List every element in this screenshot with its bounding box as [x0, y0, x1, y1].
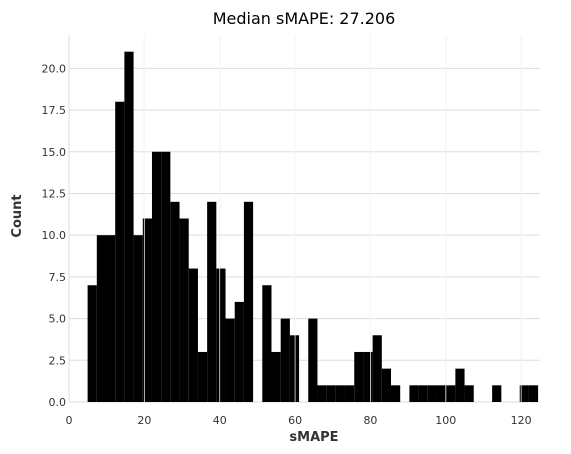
histogram-bar: [317, 385, 327, 402]
histogram-bar: [372, 335, 382, 402]
histogram-bar: [161, 151, 171, 402]
x-tick-label: 20: [137, 414, 151, 427]
histogram-bar: [207, 201, 217, 402]
x-tick-labels: 0 20 40 60 80 100 120: [66, 414, 532, 427]
histogram-bar: [308, 318, 318, 402]
histogram-bar: [363, 351, 373, 402]
histogram-bar: [87, 285, 97, 402]
x-tick-label: 80: [363, 414, 377, 427]
y-tick-label: 7.5: [49, 271, 67, 284]
histogram-bar: [289, 335, 300, 402]
histogram-bar: [528, 385, 539, 402]
histogram-bar: [115, 101, 125, 403]
histogram-bar: [345, 385, 355, 402]
y-tick-label: 2.5: [49, 354, 67, 367]
x-tick-label: 0: [66, 414, 73, 427]
histogram-bar: [409, 385, 419, 402]
y-tick-label: 15.0: [42, 146, 67, 159]
histogram-bar: [354, 351, 364, 402]
histogram-bar: [446, 385, 456, 402]
histogram-bar: [262, 285, 272, 402]
histogram-bar: [427, 385, 437, 402]
histogram-bar: [335, 385, 346, 402]
histogram-bar: [124, 51, 134, 402]
histogram-bar: [151, 151, 162, 402]
histogram-bar: [96, 235, 107, 402]
histogram-bar: [464, 385, 474, 402]
x-tick-label: 120: [511, 414, 532, 427]
histogram-bar: [170, 201, 180, 402]
histogram-bar: [133, 235, 143, 402]
histogram-bar: [418, 385, 428, 402]
histogram-bar: [492, 385, 502, 402]
histogram-bar: [326, 385, 336, 402]
x-tick-label: 40: [213, 414, 227, 427]
y-tick-label: 0.0: [49, 396, 67, 409]
histogram-bar: [142, 218, 152, 402]
y-tick-labels: 0.0 2.5 5.0 7.5 10.0 12.5 15.0 17.5 20.0: [42, 62, 67, 409]
histogram-bar: [234, 301, 244, 402]
histogram-bar: [391, 385, 401, 402]
chart-title: Median sMAPE: 27.206: [213, 9, 396, 28]
histogram-bar: [179, 218, 189, 402]
histogram-bar: [225, 318, 235, 402]
y-tick-label: 17.5: [42, 104, 67, 117]
histogram-bar: [455, 368, 465, 402]
y-tick-label: 20.0: [42, 62, 67, 75]
histogram-bar: [519, 385, 529, 402]
histogram-bars: [87, 35, 539, 403]
histogram-bar: [271, 351, 281, 402]
histogram-bar: [436, 385, 447, 402]
y-tick-label: 5.0: [49, 313, 67, 326]
x-tick-label: 60: [288, 414, 302, 427]
histogram-bar: [188, 268, 198, 402]
y-tick-label: 12.5: [42, 187, 67, 200]
histogram-bar: [243, 201, 254, 402]
histogram-bar: [106, 235, 116, 402]
y-tick-label: 10.0: [42, 229, 67, 242]
x-axis-title: sMAPE: [289, 430, 338, 445]
histogram-bar: [216, 268, 226, 402]
histogram-bar: [280, 318, 290, 402]
y-axis-title: Count: [10, 194, 25, 237]
histogram-bar: [197, 351, 208, 402]
histogram-bar: [381, 368, 392, 402]
x-tick-label: 100: [435, 414, 456, 427]
